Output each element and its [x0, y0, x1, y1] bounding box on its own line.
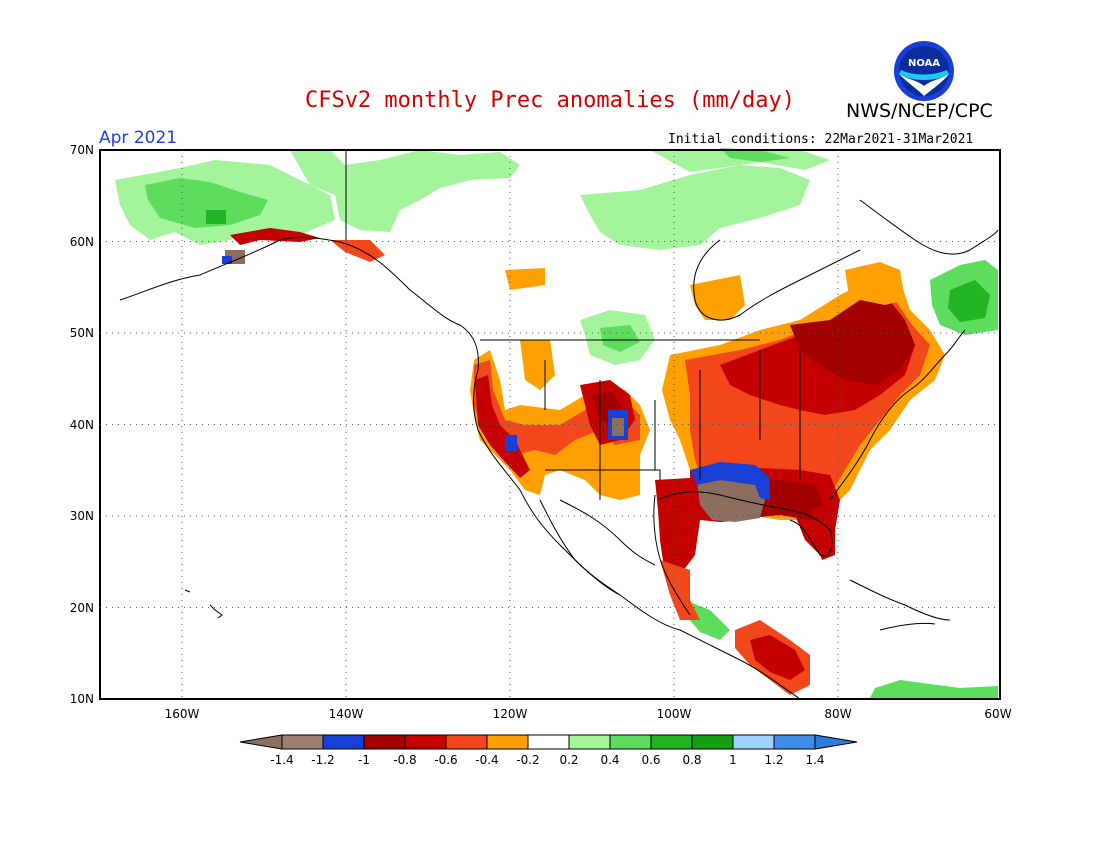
forecast-month: Apr 2021: [99, 128, 178, 148]
dry-region-south-alaska: [230, 228, 320, 245]
colorbar-swatch: [732, 734, 775, 750]
colorbar-label: -0.8: [393, 753, 416, 767]
wet-region-nunavut: [720, 148, 790, 162]
initial-conditions: Initial conditions: 22Mar2021-31Mar2021: [668, 132, 974, 147]
coastlines: [119, 149, 999, 700]
colorbar-swatch: [445, 734, 488, 750]
colorbar-swatch: [691, 734, 734, 750]
colorbar-label: -1.2: [311, 753, 334, 767]
lat-tick-60n: 60N: [70, 235, 94, 249]
dry-region-quebec: [790, 295, 915, 385]
colorbar-swatch: [650, 734, 693, 750]
wet-cell-alaska-south: [222, 256, 232, 264]
lat-tick-50n: 50N: [70, 326, 94, 340]
colorbar-swatch: [322, 734, 365, 750]
wet-region-alaska-core: [145, 178, 268, 228]
noaa-logo: NOAA: [894, 41, 954, 101]
dry-region-florida: [810, 505, 835, 560]
org-label: NWS/NCEP/CPC: [846, 100, 993, 122]
dry-region-mexico-coast: [660, 560, 700, 620]
wet-region-newfoundland-core: [948, 280, 990, 322]
wet-region-gulf-ring: [690, 462, 770, 500]
colorbar-label: -0.4: [475, 753, 498, 767]
colorbar-arrow-right: [814, 734, 858, 750]
lat-tick-10n: 10N: [70, 692, 94, 706]
dry-region-west-coast-mid: [474, 360, 640, 455]
colorbar-swatch: [568, 734, 611, 750]
dry-region-pnw: [520, 340, 555, 390]
noaa-logo-text: NOAA: [908, 58, 940, 69]
lat-tick-70n: 70N: [70, 143, 94, 157]
colorbar-label: 0.6: [641, 753, 660, 767]
wet-region-yukon: [290, 150, 520, 232]
dry-region-texas: [655, 478, 700, 575]
graticule: [100, 150, 1000, 699]
colorbar-swatch: [527, 734, 570, 750]
colorbar-swatch: [773, 734, 816, 750]
lon-tick-100w: 100W: [657, 707, 692, 721]
colorbar-label: 0.8: [682, 753, 701, 767]
lon-tick-120w: 120W: [493, 707, 528, 721]
very-dry-cell-colorado: [612, 418, 624, 436]
lon-tick-140w: 140W: [329, 707, 364, 721]
colorbar-label: -0.2: [516, 753, 539, 767]
lon-tick-80w: 80W: [824, 707, 851, 721]
lat-tick-30n: 30N: [70, 509, 94, 523]
dry-region-bc: [330, 240, 385, 262]
colorbar-swatch: [486, 734, 529, 750]
colorbar-label: 1.4: [805, 753, 824, 767]
dry-region-central-america-core: [750, 635, 805, 680]
map-title: CFSv2 monthly Prec anomalies (mm/day): [304, 88, 796, 113]
dry-region-yukon-south: [505, 268, 545, 290]
colorbar-swatch: [281, 734, 324, 750]
anomaly-shading: [115, 148, 998, 698]
lon-ticks: 160W 140W 120W 100W 80W 60W: [165, 707, 1012, 721]
colorbar-arrow-left: [239, 734, 283, 750]
lat-tick-20n: 20N: [70, 601, 94, 615]
wet-region-plains-core: [600, 325, 640, 352]
colorbar-label: -0.6: [434, 753, 457, 767]
lon-tick-60w: 60W: [984, 707, 1011, 721]
wet-cell-nevada: [505, 435, 517, 451]
very-dry-region-gulf: [697, 480, 765, 522]
colorbar-label: -1: [358, 753, 370, 767]
lat-ticks: 70N 60N 50N 40N 30N 20N 10N: [70, 143, 94, 706]
colorbar-label: -1.4: [270, 753, 293, 767]
wet-region-caribbean: [870, 680, 998, 698]
wet-region-hudson: [580, 165, 810, 250]
dry-region-manitoba: [690, 275, 745, 320]
dry-region-california: [475, 375, 530, 478]
colorbar-label: 1.2: [764, 753, 783, 767]
colorbar-swatch: [609, 734, 652, 750]
dry-region-labrador: [845, 262, 905, 305]
colorbar-label: 0.4: [600, 753, 619, 767]
colorbar-label: 0.2: [559, 753, 578, 767]
colorbar-swatch: [404, 734, 447, 750]
colorbar: -1.4 -1.2 -1 -0.8 -0.6 -0.4 -0.2 0.2 0.4 0.6 0.8 1 1…: [239, 734, 858, 767]
wet-region-north: [650, 150, 830, 172]
wet-cell-alaska: [206, 210, 226, 224]
lon-tick-160w: 160W: [165, 707, 200, 721]
lat-tick-40n: 40N: [70, 418, 94, 432]
colorbar-label: 1: [729, 753, 737, 767]
colorbar-swatch: [363, 734, 406, 750]
